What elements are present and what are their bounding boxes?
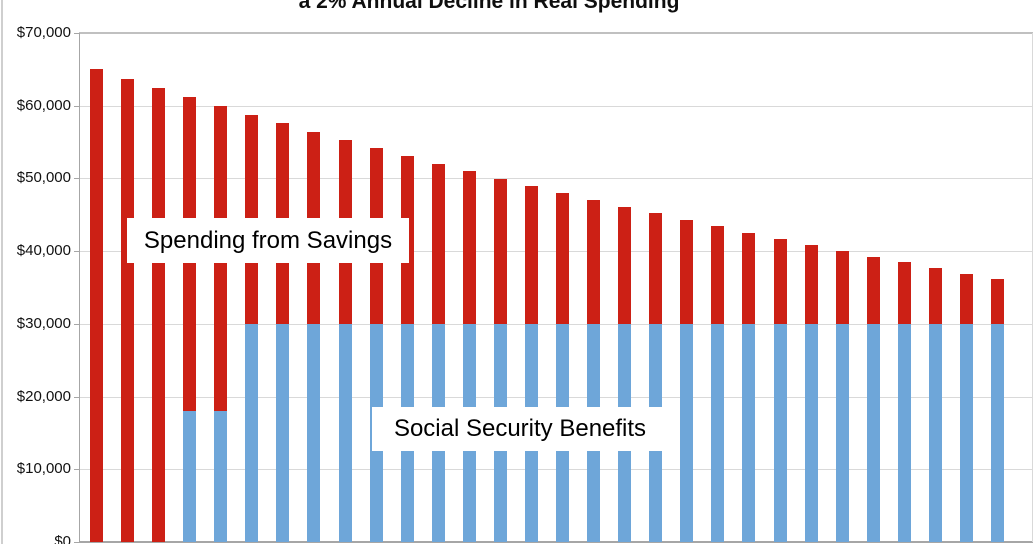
bar-27-savings-segment — [898, 262, 911, 324]
bar-22-benefits-segment — [742, 323, 755, 542]
bar-19-savings-segment — [649, 213, 662, 324]
chart-left-border — [1, 0, 3, 544]
bar-24-benefits-segment — [805, 323, 818, 542]
y-tick-label-0: $0 — [54, 533, 71, 544]
bar-21-savings-segment — [711, 226, 724, 324]
bar-26-benefits-segment — [867, 323, 880, 542]
bar-26-savings-segment — [867, 256, 880, 324]
bar-29-savings-segment — [960, 273, 973, 324]
y-tick-label-60000: $60,000 — [16, 96, 71, 114]
bar-14-savings-segment — [494, 178, 507, 324]
bar-20-savings-segment — [680, 220, 693, 324]
y-axis-tick-10000 — [74, 469, 79, 471]
gridline-0 — [79, 541, 1033, 543]
bar-18-savings-segment — [618, 206, 631, 324]
benefits-annotation: Social Security Benefits — [372, 407, 668, 451]
plot-right-border — [1032, 33, 1033, 542]
bar-25-benefits-segment — [836, 323, 849, 542]
y-axis-tick-30000 — [74, 323, 79, 325]
bar-28-benefits-segment — [929, 323, 942, 542]
y-axis-tick-70000 — [74, 33, 79, 34]
bar-30-benefits-segment — [991, 323, 1004, 542]
y-tick-label-30000: $30,000 — [16, 314, 71, 332]
bar-5-benefits-segment — [214, 411, 227, 542]
bar-12-savings-segment — [432, 163, 445, 324]
gridline-70000 — [79, 32, 1033, 34]
y-axis-tick-60000 — [74, 105, 79, 107]
bar-23-benefits-segment — [774, 323, 787, 542]
bar-28-savings-segment — [929, 268, 942, 324]
gridline-50000 — [79, 178, 1033, 180]
bar-16-savings-segment — [556, 192, 569, 324]
bar-27-benefits-segment — [898, 323, 911, 542]
y-axis-tick-20000 — [74, 396, 79, 398]
y-axis-tick-40000 — [74, 251, 79, 253]
bar-24-savings-segment — [805, 245, 818, 324]
bar-2-savings-segment — [121, 78, 134, 542]
bar-6-benefits-segment — [245, 323, 258, 542]
y-tick-label-40000: $40,000 — [16, 242, 71, 260]
bar-25-savings-segment — [836, 250, 849, 324]
bar-30-savings-segment — [991, 278, 1004, 324]
bar-1-savings-segment — [90, 69, 103, 542]
bar-17-savings-segment — [587, 199, 600, 324]
y-tick-label-20000: $20,000 — [16, 387, 71, 405]
y-axis-tick-50000 — [74, 178, 79, 180]
savings-annotation: Spending from Savings — [127, 218, 409, 263]
bar-13-savings-segment — [463, 171, 476, 324]
bar-7-benefits-segment — [276, 323, 289, 542]
gridline-60000 — [79, 105, 1033, 107]
bar-29-benefits-segment — [960, 323, 973, 542]
bar-22-savings-segment — [742, 232, 755, 324]
bar-20-benefits-segment — [680, 323, 693, 542]
bar-4-benefits-segment — [183, 411, 196, 542]
bar-23-savings-segment — [774, 238, 787, 324]
bar-9-benefits-segment — [339, 323, 352, 542]
y-axis-tick-0 — [74, 542, 79, 543]
y-tick-label-10000: $10,000 — [16, 460, 71, 478]
bar-3-savings-segment — [152, 88, 165, 542]
y-axis-line — [79, 33, 80, 543]
y-tick-label-50000: $50,000 — [16, 169, 71, 187]
bar-15-savings-segment — [525, 185, 538, 324]
bar-21-benefits-segment — [711, 323, 724, 542]
bar-8-benefits-segment — [307, 323, 320, 542]
chart-title: a 2% Annual Decline in Real Spending — [298, 0, 680, 13]
y-tick-label-70000: $70,000 — [16, 24, 71, 41]
